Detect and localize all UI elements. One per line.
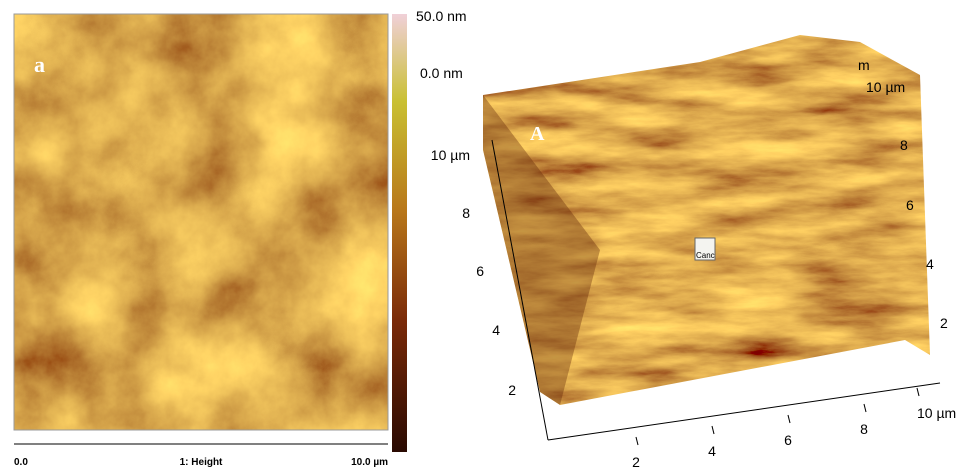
cut-label: m: [858, 57, 870, 73]
tick: [787, 414, 791, 424]
bottom-axis-label: 8: [860, 421, 868, 437]
bottom-axis-label: 10 µm: [917, 405, 956, 421]
surface-panel: A Canc m: [483, 35, 941, 441]
frame: [13, 13, 389, 431]
right-axis-label: 10 µm: [866, 79, 905, 95]
tick: [916, 387, 920, 397]
popup: [694, 237, 716, 261]
height-map: [14, 14, 388, 430]
tick: [711, 425, 715, 435]
colorbar-max: 50.0 nm: [416, 8, 467, 24]
left-axis-label: 6: [476, 263, 484, 279]
right-axis-label: 8: [900, 137, 908, 153]
left-axis-label: 8: [462, 205, 470, 221]
height-map-panel: a 50.0 nm 0.0 nm 0.0 1: Height 10.0 µm: [13, 8, 467, 468]
bottom-axis: [547, 382, 941, 441]
bottom-axis-label: 4: [708, 443, 716, 459]
x-end: 10.0 µm: [351, 457, 388, 468]
right-axis-label: 6: [906, 197, 914, 213]
x-start: 0.0: [14, 457, 28, 468]
popup-text: Canc: [696, 251, 715, 260]
panel-label: A: [530, 123, 545, 145]
left-axis-label: 10 µm: [431, 147, 470, 163]
left-axis-label: 4: [492, 322, 500, 338]
surface: [483, 35, 930, 405]
colorbar: [392, 14, 407, 452]
left-axis: [491, 139, 549, 441]
tick: [863, 403, 867, 413]
panel-label: a: [34, 52, 45, 77]
left-axis-label: 2: [508, 382, 516, 398]
surface-shade: [483, 95, 600, 405]
right-axis-label: 4: [926, 256, 934, 272]
bottom-axis-label: 2: [632, 454, 640, 470]
x-title: 1: Height: [180, 457, 223, 468]
colorbar-min: 0.0 nm: [420, 65, 463, 81]
right-axis-label: 2: [940, 315, 948, 331]
tick: [635, 436, 639, 446]
bottom-axis-label: 6: [784, 432, 792, 448]
